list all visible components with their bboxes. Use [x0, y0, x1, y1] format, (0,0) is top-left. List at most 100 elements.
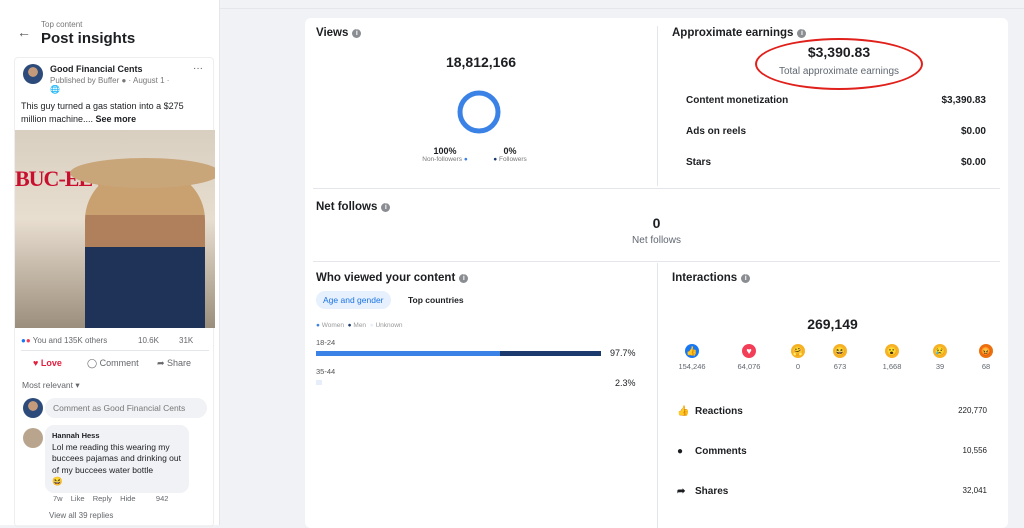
- like-icon: 👍: [685, 344, 699, 358]
- comment-reply[interactable]: Reply: [92, 494, 112, 503]
- earnings-total: $3,390.83: [807, 44, 871, 60]
- comments-count[interactable]: 10.6K: [138, 336, 159, 345]
- legend-unknown: Unknown: [375, 322, 403, 329]
- interaction-value: 10,556: [962, 446, 987, 455]
- more-options-icon[interactable]: ···: [193, 63, 203, 74]
- page-title: Post insights: [41, 30, 136, 47]
- non-followers-arc: [457, 90, 501, 134]
- views-donut: [457, 90, 501, 134]
- interactions-total: 269,149: [807, 316, 858, 332]
- earnings-row: Ads on reels $0.00: [686, 126, 986, 137]
- shares-count[interactable]: 31K: [179, 336, 194, 345]
- earnings-row: Stars $0.00: [686, 157, 986, 168]
- interaction-label: Comments: [695, 446, 747, 457]
- top-divider: [0, 8, 1024, 9]
- wow-icon: 😮: [885, 344, 899, 358]
- insights-card: Views i 18,812,166 100% Non-followers ● 0…: [305, 18, 1008, 528]
- comment-reaction-count[interactable]: 942: [155, 494, 169, 503]
- views-total: 18,812,166: [445, 54, 517, 70]
- post-image[interactable]: BUC-EE'S: [15, 130, 215, 328]
- age-bar-18-24: [316, 351, 601, 356]
- reactions-summary[interactable]: You and 135K others: [32, 336, 108, 345]
- comment-hide[interactable]: Hide: [120, 494, 136, 503]
- info-icon: ●: [121, 76, 127, 85]
- haha-icon: 😆: [833, 344, 847, 358]
- followers-label: Followers: [498, 156, 527, 163]
- comment-bubble: Hannah Hess Lol me reading this wearing …: [45, 425, 189, 493]
- love-icon: ♥: [742, 344, 756, 358]
- angry-icon: 😡: [979, 344, 993, 358]
- age-label: 18-24: [316, 338, 336, 347]
- reaction-count: 154,246: [678, 362, 706, 371]
- reaction-count: 39: [935, 362, 945, 371]
- legend-women: Women: [321, 322, 345, 329]
- interaction-label: Reactions: [695, 406, 743, 417]
- comment-icon: ●: [677, 446, 684, 457]
- info-icon[interactable]: i: [459, 274, 469, 283]
- reaction-count: 1,668: [882, 362, 902, 371]
- bar-segment-men: [499, 351, 601, 356]
- share-button[interactable]: ➦ Share: [157, 358, 192, 368]
- view-replies-link[interactable]: View all 39 replies: [49, 511, 114, 520]
- page-name[interactable]: Good Financial Cents: [50, 64, 143, 74]
- age-pct: 2.3%: [615, 378, 636, 388]
- interaction-value: 220,770: [958, 406, 987, 415]
- comment-emoji: 😆: [52, 476, 63, 486]
- net-follows-title: Net follows i: [316, 201, 391, 213]
- care-icon: 🤗: [791, 344, 805, 358]
- reaction-count: 673: [833, 362, 847, 371]
- tab-age-gender[interactable]: Age and gender: [316, 291, 391, 309]
- reaction-count: 0: [795, 362, 801, 371]
- info-icon[interactable]: i: [741, 274, 751, 283]
- reaction-count: 68: [981, 362, 991, 371]
- reaction-sad: 😢 39: [910, 344, 970, 371]
- avatar: [23, 64, 43, 84]
- interaction-value: 32,041: [962, 486, 987, 495]
- comment-input[interactable]: Comment as Good Financial Cents: [45, 398, 207, 418]
- earnings-total-label: Total approximate earnings: [778, 66, 900, 77]
- post-date[interactable]: · August 1 ·: [128, 76, 170, 85]
- age-label: 35-44: [316, 367, 336, 376]
- tab-top-countries[interactable]: Top countries: [408, 295, 464, 305]
- post-panel: ← Top content Post insights Good Financi…: [0, 0, 220, 527]
- comment-age: 7w: [53, 494, 63, 503]
- cowboy-hat: [70, 158, 215, 188]
- sad-icon: 😢: [933, 344, 947, 358]
- followers-pct: 0%: [503, 146, 517, 156]
- age-pct: 97.7%: [610, 348, 636, 358]
- legend-men: Men: [353, 322, 367, 329]
- non-followers-label: Non-followers: [422, 156, 462, 163]
- reaction-love: ♥ 64,076: [719, 344, 779, 371]
- sort-dropdown[interactable]: Most relevant ▾: [22, 380, 80, 390]
- hannah-avatar: [23, 428, 43, 448]
- non-followers-pct: 100%: [433, 146, 457, 156]
- interaction-row: ● Comments 10,556: [677, 446, 987, 457]
- back-arrow-icon[interactable]: ←: [17, 24, 31, 40]
- interaction-label: Shares: [695, 486, 729, 497]
- love-button[interactable]: ♥ Love: [33, 358, 62, 368]
- info-icon[interactable]: i: [381, 203, 391, 212]
- interactions-title: Interactions i: [672, 272, 751, 284]
- reaction-icons: ●●: [21, 336, 31, 345]
- net-follows-label: Net follows: [632, 235, 681, 246]
- commenter-avatar: [23, 398, 43, 418]
- interaction-row: ➦ Shares 32,041: [677, 486, 987, 497]
- see-more-link[interactable]: See more: [95, 114, 137, 124]
- reaction-count: 64,076: [737, 362, 761, 371]
- comment-text: Lol me reading this wearing my buccees p…: [52, 441, 181, 475]
- share-icon: ➦: [677, 486, 686, 497]
- age-bar-35-44: [316, 380, 322, 385]
- reaction-angry: 😡 68: [956, 344, 1016, 371]
- comment-button[interactable]: ◯ Comment: [87, 358, 139, 368]
- thumbs-up-icon: 👍: [677, 406, 690, 417]
- earnings-title: Approximate earnings i: [672, 27, 807, 39]
- info-icon[interactable]: i: [352, 29, 362, 38]
- post-text: This guy turned a gas station into a $27…: [21, 101, 184, 124]
- info-icon[interactable]: i: [797, 29, 807, 38]
- breadcrumb: Top content: [41, 20, 83, 29]
- published-by: Published by Buffer: [50, 76, 120, 85]
- comment-like[interactable]: Like: [70, 494, 85, 503]
- comment-author[interactable]: Hannah Hess: [52, 431, 100, 440]
- audience-legend: ● Women ● Men ● Unknown: [316, 322, 403, 329]
- audience-title: Who viewed your content i: [316, 272, 469, 284]
